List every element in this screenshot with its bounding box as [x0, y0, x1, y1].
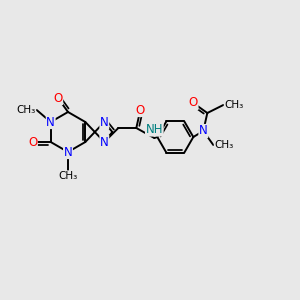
Text: O: O [136, 103, 145, 116]
Text: N: N [100, 116, 109, 128]
Text: NH: NH [146, 123, 163, 136]
Text: N: N [64, 146, 72, 158]
Text: O: O [53, 92, 63, 104]
Text: CH₃: CH₃ [58, 171, 78, 181]
Text: N: N [199, 124, 208, 137]
Text: CH₃: CH₃ [16, 105, 36, 115]
Text: CH₃: CH₃ [214, 140, 234, 150]
Text: O: O [189, 97, 198, 110]
Text: N: N [100, 136, 109, 148]
Text: O: O [28, 136, 37, 148]
Text: N: N [46, 116, 55, 128]
Text: CH₃: CH₃ [224, 100, 244, 110]
